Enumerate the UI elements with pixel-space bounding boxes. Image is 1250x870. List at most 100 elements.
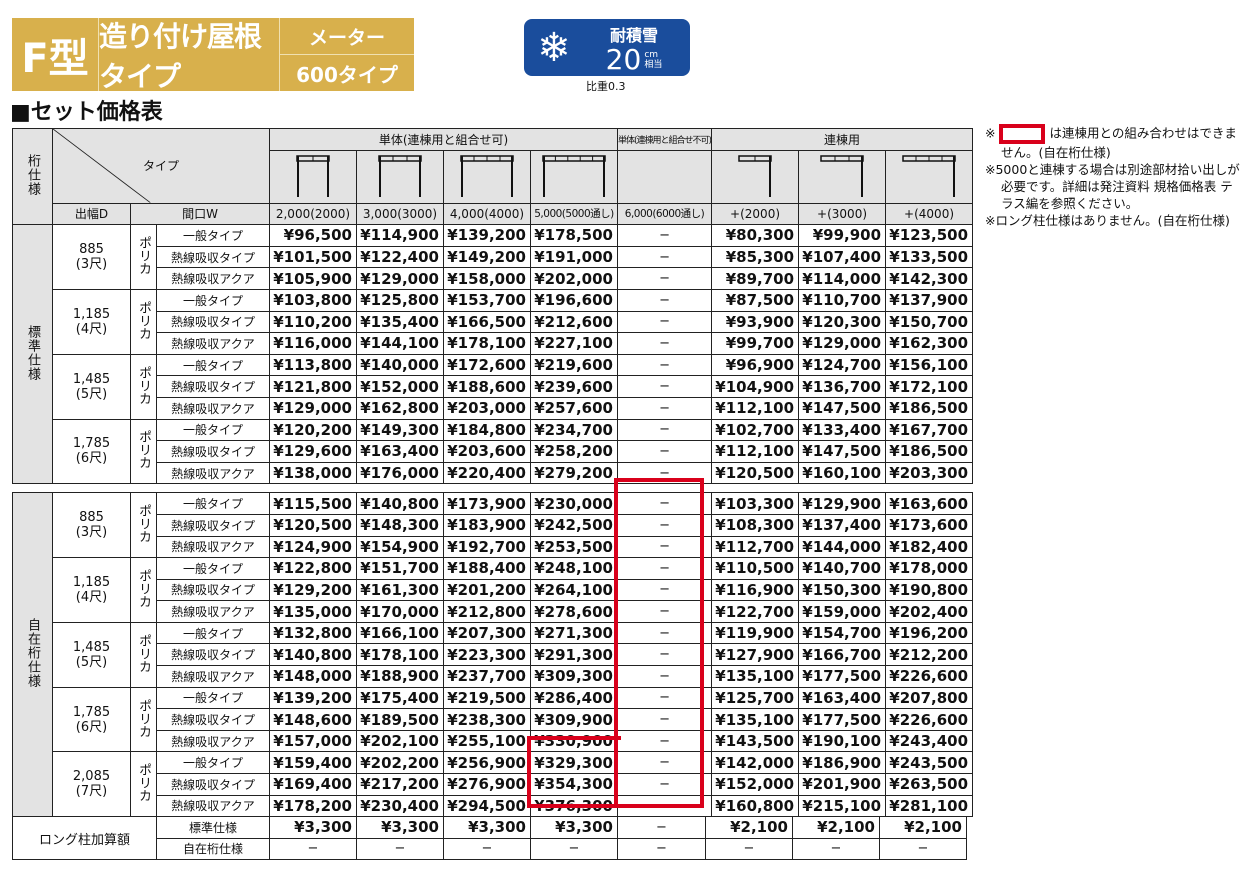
price-cell: − [616,396,713,420]
spec-label: 自在桁仕様 [12,492,53,818]
depth-value: 885 [79,510,104,526]
price-cell: ¥354,300 [530,773,618,796]
price-cell: ¥135,400 [356,310,444,334]
material-cell: ポリカ [130,751,157,818]
price-cell: ¥96,900 [711,353,800,377]
price-cell: ¥175,400 [356,686,444,710]
material-label: ポリカ [136,568,151,608]
depth-shaku: (7尺) [75,784,108,800]
price-cell: ¥108,300 [711,513,800,537]
price-cell: ¥159,400 [269,751,357,775]
price-cell: ¥212,200 [885,643,974,667]
snow-load-badge: ❄ 耐積雪 20 cm 相当 [524,19,690,76]
price-cell: ¥147,500 [798,440,887,463]
price-cell: ¥190,800 [885,578,974,602]
price-cell: ¥263,500 [885,773,974,796]
notes: ※ は連棟用との組み合わせはできません。(自在桁仕様) ※5000と連棟する場合は… [985,124,1240,229]
price-cell: ¥140,800 [269,643,357,667]
price-cell: ¥139,200 [269,686,357,710]
long-post-table: ロング柱加算額 標準仕様 ¥3,300 ¥3,300 ¥3,300 ¥3,300− ¥2,1… [12,815,967,861]
note-2: ※5000と連棟する場合は別途部材拾い出しが必要です。詳細は発注資料 規格価格表… [985,162,1240,211]
price-cell: ¥376,300 [530,794,618,818]
price-cell: ¥129,900 [798,492,887,515]
material-label: ポリカ [136,633,151,673]
panel-type: 熱線吸収アクア [156,535,270,559]
price-cell: ¥127,900 [711,643,800,667]
depth-shaku: (3尺) [75,257,108,273]
price-cell: ¥188,900 [356,665,444,688]
depth-value: 1,485 [72,639,111,655]
long-post-row: 自在桁仕様 − − − − − − − − [13,837,967,861]
panel-type: 熱線吸収アクア [156,600,270,623]
price-cell: − [616,708,713,731]
panel-type: 熱線吸収タイプ [156,375,270,398]
price-cell: ¥116,900 [711,578,800,602]
long-post-row: ロング柱加算額 標準仕様 ¥3,300 ¥3,300 ¥3,300 ¥3,300− ¥2,1… [12,815,967,861]
size-type-label: 600タイプ [296,62,398,87]
price-cell: ¥124,700 [798,353,887,377]
panel-type: 一般タイプ [156,353,270,377]
price-cell: ¥220,400 [443,461,531,485]
price-cell: ¥112,100 [711,396,800,420]
table-row: 熱線吸収タイプ ¥140,800 ¥178,100 ¥223,300 ¥291,300−… [13,643,974,667]
panel-type: 熱線吸収アクア [156,461,270,485]
price-cell: ¥190,100 [798,729,887,753]
depth-cell: 2,085 (7尺) [52,751,131,818]
price-cell: ¥186,500 [885,396,974,420]
panel-type: 熱線吸収アクア [156,396,270,420]
price-cell: ¥125,700 [711,686,800,710]
panel-type: 一般タイプ [156,751,270,775]
price-cell: ¥264,100 [530,578,618,602]
price-cell: ¥104,900 [711,375,800,398]
note-marker: ※ [985,125,996,141]
price-cell: ¥227,100 [530,332,618,355]
material-cell: ポリカ [130,686,157,753]
price-cell: ¥203,000 [443,396,531,420]
price-cell: ¥120,500 [269,513,357,537]
spec-header: 桁仕様 [12,127,53,226]
column-header: +(2000) [711,202,800,226]
depth-header: 出幅D [52,202,131,226]
table-row: 熱線吸収アクア ¥105,900 ¥129,000 ¥158,000 ¥202,000−… [13,267,974,290]
price-cell: ¥230,000 [530,492,618,515]
price-cell: ¥219,500 [443,686,531,710]
material-cell: ポリカ [130,621,157,688]
price-cell: − [616,578,713,602]
price-cell: ¥107,400 [798,245,887,269]
long-post-spec: 標準仕様 [156,816,270,839]
depth-shaku: (5尺) [75,386,108,402]
price-cell: ¥278,600 [530,600,618,623]
table-row: 熱線吸収タイプ ¥129,200 ¥161,300 ¥201,200 ¥264,100−… [13,578,974,602]
price-cell: ¥162,300 [885,332,974,355]
panel-type: 熱線吸収タイプ [156,578,270,602]
long-post-price: − [530,837,618,861]
price-cell: ¥188,400 [443,557,531,580]
material-cell: ポリカ [130,418,157,485]
price-cell: ¥234,700 [530,418,618,442]
material-label: ポリカ [136,236,151,276]
table-row: 標準仕様 885 (3尺) ポリカ 一般タイプ ¥96,500 ¥114,900 ¥139,2… [12,224,974,485]
panel-type: 熱線吸収タイプ [156,773,270,796]
panel-type: 一般タイプ [156,621,270,645]
price-cell: ¥178,200 [269,794,357,818]
price-cell: ¥120,500 [711,461,800,485]
price-cell: ¥144,000 [798,535,887,559]
price-cell: ¥173,600 [885,513,974,537]
linked-3000-icon [798,149,887,204]
price-cell: ¥129,000 [798,332,887,355]
price-cell: ¥148,000 [269,665,357,688]
depth-shaku: (6尺) [75,451,108,467]
depth-shaku: (4尺) [75,321,108,337]
unit-label: メーター [280,18,414,55]
price-cell: ¥177,500 [798,665,887,688]
price-cell: ¥142,000 [711,751,800,775]
table-row: 熱線吸収アクア ¥135,000 ¥170,000 ¥212,800 ¥278,600−… [13,600,974,623]
table-row: 自在桁仕様 885 (3尺) ポリカ 一般タイプ ¥115,500 ¥140,800 ¥173… [12,492,974,818]
snow-unit-equiv: 相当 [644,59,663,70]
note-1-text: は連棟用との組み合わせはできません。(自在桁仕様) [1001,125,1237,161]
price-cell: ¥177,500 [798,708,887,731]
snow-unit: cm [644,49,659,60]
price-cell: ¥103,800 [269,288,357,312]
price-cell: ¥162,800 [356,396,444,420]
long-post-price: − [617,837,706,861]
